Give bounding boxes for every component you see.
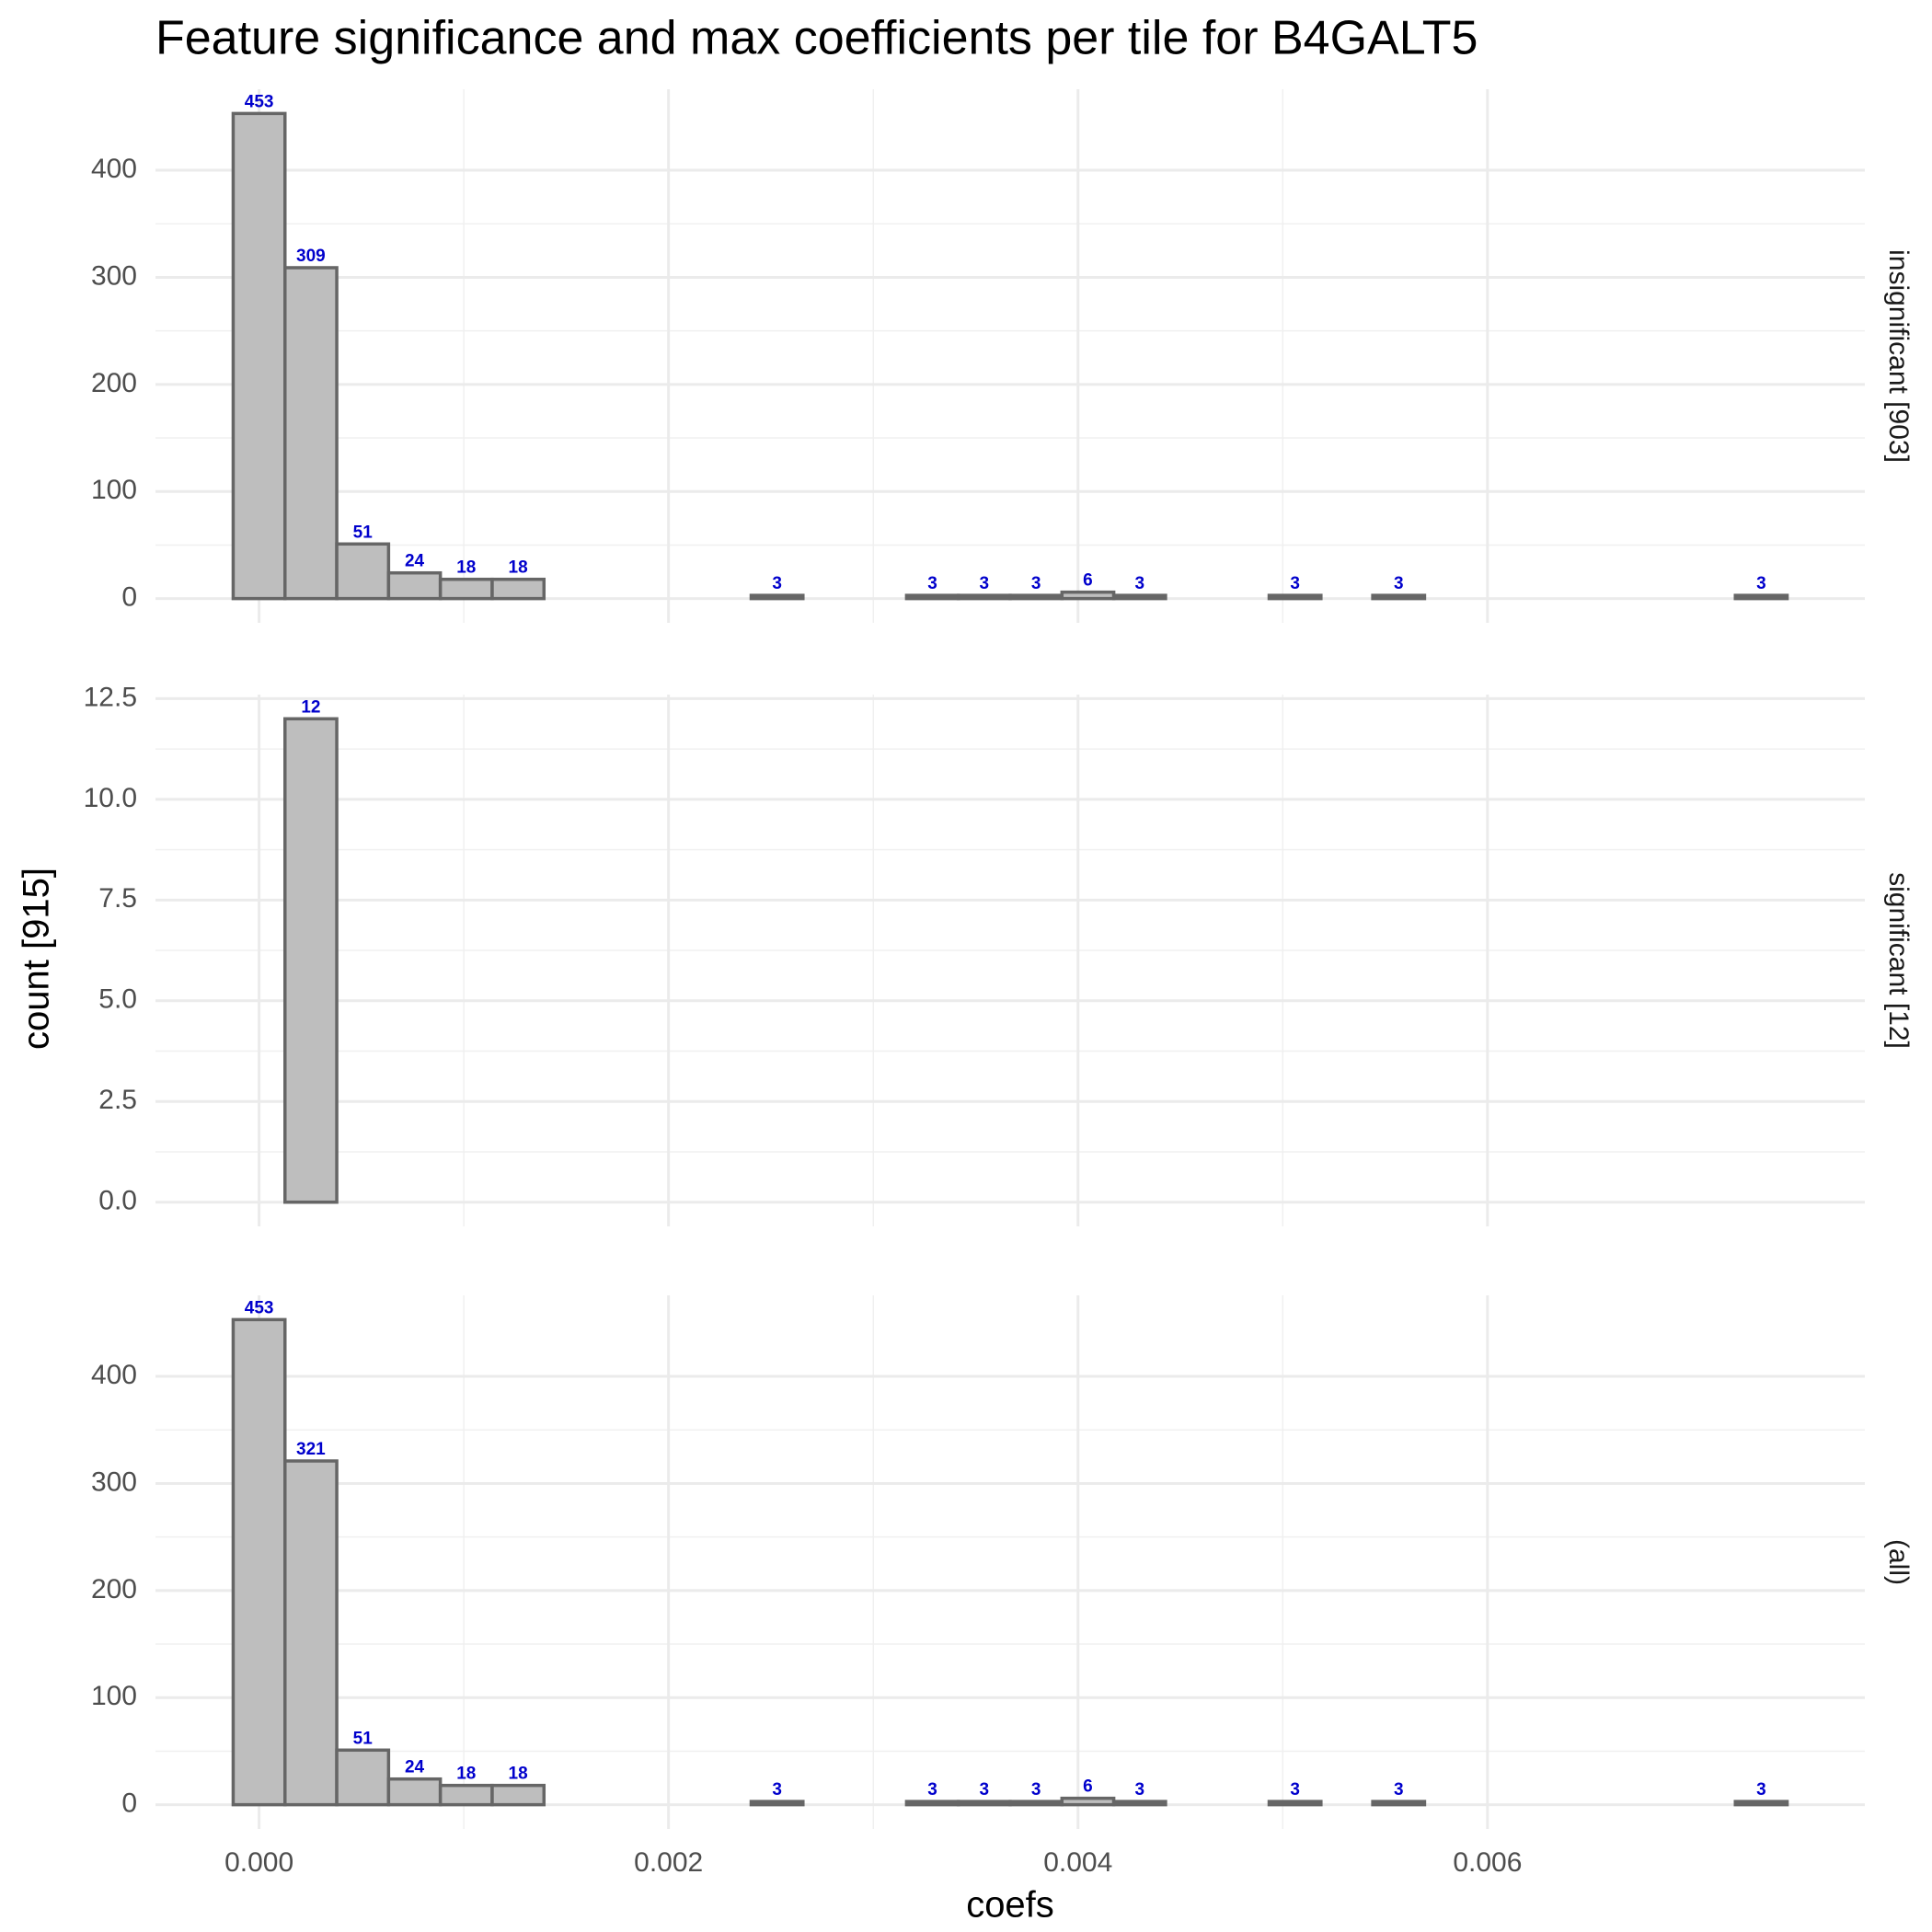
x-tick-label: 0.000: [224, 1847, 293, 1878]
bar: [1008, 593, 1064, 601]
x-tick-label: 0.004: [1043, 1847, 1112, 1878]
bar: [956, 1800, 1012, 1807]
bar: [231, 111, 287, 601]
bar: [1733, 1800, 1789, 1807]
bar: [956, 593, 1012, 601]
bar: [335, 1748, 391, 1807]
y-tick-label: 0: [121, 582, 137, 613]
value-label: 3: [1290, 574, 1300, 593]
value-label: 18: [509, 1765, 528, 1784]
bar: [283, 717, 339, 1204]
value-label: 18: [509, 558, 528, 578]
value-label: 3: [980, 1780, 990, 1800]
value-label: 3: [1031, 1780, 1041, 1800]
value-label: 453: [245, 1298, 274, 1317]
bar: [749, 1800, 805, 1807]
value-label: 453: [245, 92, 274, 111]
value-label: 3: [772, 1780, 782, 1800]
y-tick-label: 300: [91, 260, 137, 291]
y-tick-label: 200: [91, 1574, 137, 1604]
value-label: 24: [405, 552, 425, 571]
value-label: 3: [927, 574, 937, 593]
value-label: 3: [772, 574, 782, 593]
bar: [1733, 593, 1789, 601]
bar: [1111, 593, 1167, 601]
y-tick-label: 2.5: [98, 1085, 137, 1115]
bar: [438, 1783, 494, 1807]
bar: [1267, 1800, 1323, 1807]
y-tick-label: 5.0: [98, 984, 137, 1015]
bar: [283, 266, 339, 601]
value-label: 321: [296, 1440, 326, 1459]
y-axis-title: count [915]: [17, 868, 57, 1050]
value-label: 6: [1083, 571, 1093, 591]
bar: [1008, 1800, 1064, 1807]
y-tick-label: 10.0: [84, 783, 137, 813]
y-tick-label: 300: [91, 1466, 137, 1497]
bar: [490, 1783, 546, 1807]
value-label: 3: [927, 1780, 937, 1800]
value-label: 18: [456, 558, 476, 578]
strip-label: insignificant [903]: [1883, 249, 1914, 463]
bar: [1371, 593, 1427, 601]
value-label: 3: [1134, 574, 1144, 593]
value-label: 309: [296, 247, 326, 266]
bar: [904, 593, 960, 601]
y-tick-label: 100: [91, 475, 137, 505]
y-tick-label: 100: [91, 1681, 137, 1711]
y-tick-label: 0.0: [98, 1186, 137, 1216]
bar: [904, 1800, 960, 1807]
bar: [1111, 1800, 1167, 1807]
value-label: 3: [1290, 1780, 1300, 1800]
bar: [386, 1777, 443, 1807]
bar: [438, 577, 494, 601]
y-tick-label: 0: [121, 1788, 137, 1819]
value-label: 3: [1134, 1780, 1144, 1800]
x-tick-label: 0.006: [1453, 1847, 1522, 1878]
y-tick-label: 400: [91, 154, 137, 184]
strip-label: (all): [1883, 1539, 1914, 1585]
value-label: 51: [353, 523, 374, 542]
value-label: 3: [1394, 1780, 1404, 1800]
bar: [386, 570, 443, 601]
value-label: 3: [1031, 574, 1041, 593]
value-label: 18: [456, 1765, 476, 1784]
y-tick-label: 7.5: [98, 883, 137, 914]
y-tick-label: 400: [91, 1360, 137, 1390]
bar: [749, 593, 805, 601]
bar: [335, 542, 391, 601]
chart-title: Feature significance and max coefficient…: [155, 12, 1478, 65]
value-label: 3: [980, 574, 990, 593]
bar: [1060, 1796, 1116, 1807]
value-label: 3: [1756, 1780, 1766, 1800]
strip-label: significant [12]: [1883, 872, 1914, 1049]
value-label: 24: [405, 1758, 425, 1777]
bar: [490, 577, 546, 601]
y-tick-label: 12.5: [84, 682, 137, 712]
y-tick-label: 200: [91, 368, 137, 398]
value-label: 51: [353, 1729, 374, 1748]
x-axis-title: coefs: [966, 1885, 1054, 1926]
bar: [1267, 593, 1323, 601]
x-tick-label: 0.002: [634, 1847, 703, 1878]
bar: [283, 1459, 339, 1807]
value-label: 3: [1394, 574, 1404, 593]
value-label: 6: [1083, 1777, 1093, 1797]
value-label: 12: [301, 697, 320, 717]
bar: [1371, 1800, 1427, 1807]
bar: [1060, 590, 1116, 601]
bar: [231, 1317, 287, 1807]
value-label: 3: [1756, 574, 1766, 593]
